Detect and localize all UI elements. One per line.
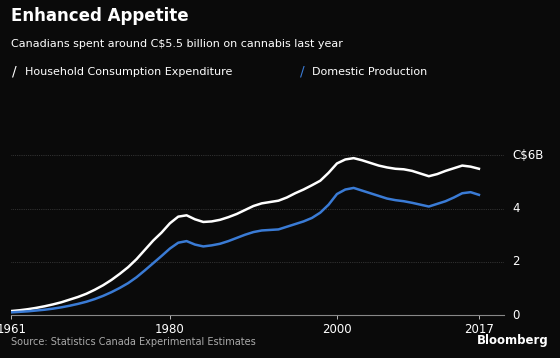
Text: 2: 2 [512, 255, 520, 268]
Text: Bloomberg: Bloomberg [477, 334, 549, 347]
Text: /: / [12, 64, 17, 79]
Text: Household Consumption Expenditure: Household Consumption Expenditure [25, 67, 232, 77]
Text: /: / [300, 64, 304, 79]
Text: C$6B: C$6B [512, 149, 544, 162]
Text: 0: 0 [512, 309, 520, 321]
Text: Source: Statistics Canada Experimental Estimates: Source: Statistics Canada Experimental E… [11, 337, 256, 347]
Text: Enhanced Appetite: Enhanced Appetite [11, 7, 189, 25]
Text: Domestic Production: Domestic Production [312, 67, 428, 77]
Text: 4: 4 [512, 202, 520, 215]
Text: Canadians spent around C$5.5 billion on cannabis last year: Canadians spent around C$5.5 billion on … [11, 39, 343, 49]
